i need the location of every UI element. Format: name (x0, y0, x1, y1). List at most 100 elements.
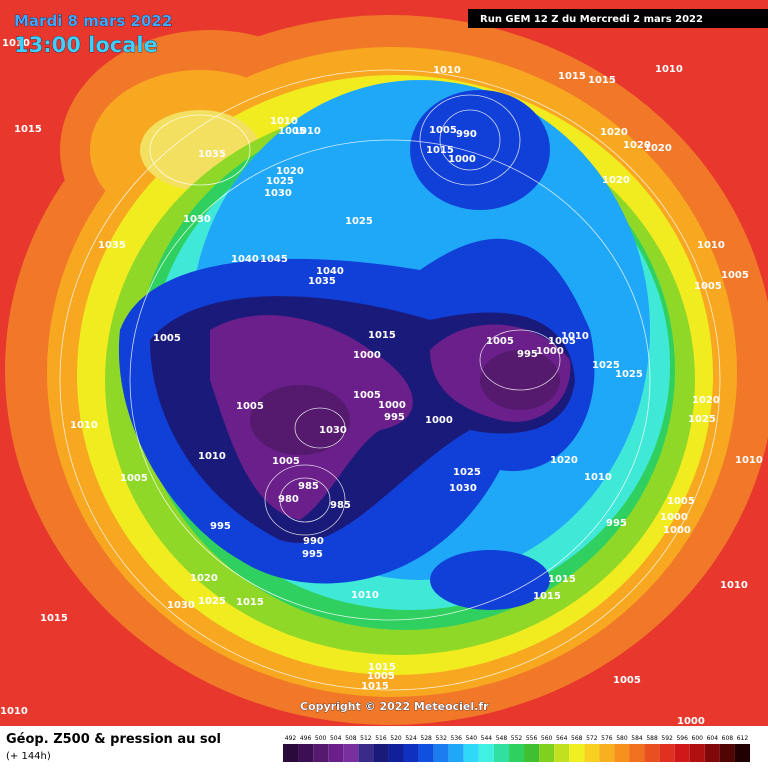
isobar-label: 985 (330, 500, 351, 511)
isobar-label: 1030 (264, 188, 292, 199)
isobar-label: 1000 (536, 346, 564, 357)
colorbar-swatch (313, 744, 329, 762)
isobar-label: 1005 (694, 281, 722, 292)
isobar-label: 1005 (721, 270, 749, 281)
colorbar-label: 496 (300, 735, 312, 742)
isobar-label: 1005 (367, 671, 395, 682)
isobar-label: 1010 (2, 38, 30, 49)
isobar-label: 1015 (558, 71, 586, 82)
colorbar-swatch (403, 744, 419, 762)
isobar-label: 1015 (533, 591, 561, 602)
colorbar-label: 572 (586, 735, 598, 742)
colorbar-label: 528 (420, 735, 432, 742)
colorbar-swatch (328, 744, 344, 762)
isobar-label: 1020 (602, 175, 630, 186)
isobar-label: 1005 (548, 336, 576, 347)
isobar-label: 1005 (613, 675, 641, 686)
colorbar-label: 556 (526, 735, 538, 742)
colorbar-label: 508 (345, 735, 357, 742)
colorbar-swatch (478, 744, 494, 762)
time: 13:00 locale (14, 33, 158, 57)
isobar-label: 1005 (153, 333, 181, 344)
colorbar-swatch (508, 744, 525, 762)
isobar-label: 995 (302, 549, 323, 560)
colorbar-label: 520 (390, 735, 402, 742)
run: Run GEM 12 Z du Mercredi 2 mars 2022 (480, 14, 703, 25)
colorbar-label: 608 (722, 735, 734, 742)
isobar-label: 1020 (644, 143, 672, 154)
colorbar-label: 524 (405, 735, 417, 742)
colorbar-swatch (614, 744, 630, 762)
isobar-label: 1020 (190, 573, 218, 584)
isobar-label: 1015 (588, 75, 616, 86)
isobar-label: 1000 (660, 512, 688, 523)
date: Mardi 8 mars 2022 (14, 12, 172, 30)
colorbar-label: 560 (541, 735, 553, 742)
colorbar-label: 500 (315, 735, 327, 742)
isobar-label: 1015 (14, 124, 42, 135)
isobar-label: 1005 (278, 126, 306, 137)
colorbar-swatch (388, 744, 404, 762)
isobar-label: 1000 (425, 415, 453, 426)
colorbar-swatch (704, 744, 720, 762)
isobar-label: 1025 (592, 360, 620, 371)
isobar-label: 1020 (550, 455, 578, 466)
isobar-label: 1010 (720, 580, 748, 591)
isobar-label: 995 (384, 412, 405, 423)
colorbar-swatch (569, 744, 585, 762)
colorbar-label: 532 (435, 735, 447, 742)
isobar-label: 1020 (276, 166, 304, 177)
isobar-label: 1005 (667, 496, 695, 507)
colorbar-swatch (734, 744, 750, 762)
copyright: Copyright © 2022 Meteociel.fr (300, 700, 489, 713)
isobar-label: 1005 (429, 125, 457, 136)
colorbar-label: 580 (616, 735, 628, 742)
isobar-label: 990 (303, 536, 324, 547)
isobar-label: 995 (606, 518, 627, 529)
field (5, 15, 768, 725)
isobar-label: 1030 (449, 483, 477, 494)
colorbar-swatch (463, 744, 479, 762)
isobar-label: 1010 (584, 472, 612, 483)
colorbar-swatch (659, 744, 675, 762)
isobar-label: 1010 (270, 116, 298, 127)
isobar-label: 1015 (426, 145, 454, 156)
colorbar-label: 504 (330, 735, 342, 742)
colorbar-label: 588 (646, 735, 658, 742)
colorbar-swatch (448, 744, 464, 762)
colorbar-label: 604 (707, 735, 719, 742)
isobar-labels: 1010101510351020102510301010100510101010… (0, 38, 763, 727)
colorbar-label: 596 (676, 735, 688, 742)
isobar-label: 1030 (319, 425, 347, 436)
colorbar-swatch (283, 744, 299, 762)
isobar-label: 1015 (236, 597, 264, 608)
colorbar-label: 512 (360, 735, 372, 742)
isobar-label: 1000 (448, 154, 476, 165)
isobar-label: 1025 (266, 176, 294, 187)
isobar-label: 1010 (433, 65, 461, 76)
isobar-label: 1010 (70, 420, 98, 431)
colorbar-swatch (343, 744, 359, 762)
isobar-label: 1010 (655, 64, 683, 75)
isobar-label: 1010 (351, 590, 379, 601)
isobar-label: 995 (210, 521, 231, 532)
isobar-label: 1000 (353, 350, 381, 361)
colorbar-label: 544 (481, 735, 493, 742)
colorbar-swatch (433, 744, 449, 762)
colorbar-label: 600 (692, 735, 704, 742)
isobar-label: 1025 (615, 369, 643, 380)
legend-title: Géop. Z500 & pression au sol (6, 732, 221, 747)
isobar-label: 1035 (98, 240, 126, 251)
isobar-label: 1000 (677, 716, 705, 727)
colorbar-label: 612 (737, 735, 749, 742)
colorbar-label: 540 (466, 735, 478, 742)
isobar-label: 1020 (623, 140, 651, 151)
colorbar-label: 592 (661, 735, 673, 742)
colorbar-swatch (599, 744, 615, 762)
isobar-label: 1020 (600, 127, 628, 138)
colorbar-swatch (584, 744, 600, 762)
isobar-label: 1005 (353, 390, 381, 401)
isobar-label: 1025 (198, 596, 226, 607)
